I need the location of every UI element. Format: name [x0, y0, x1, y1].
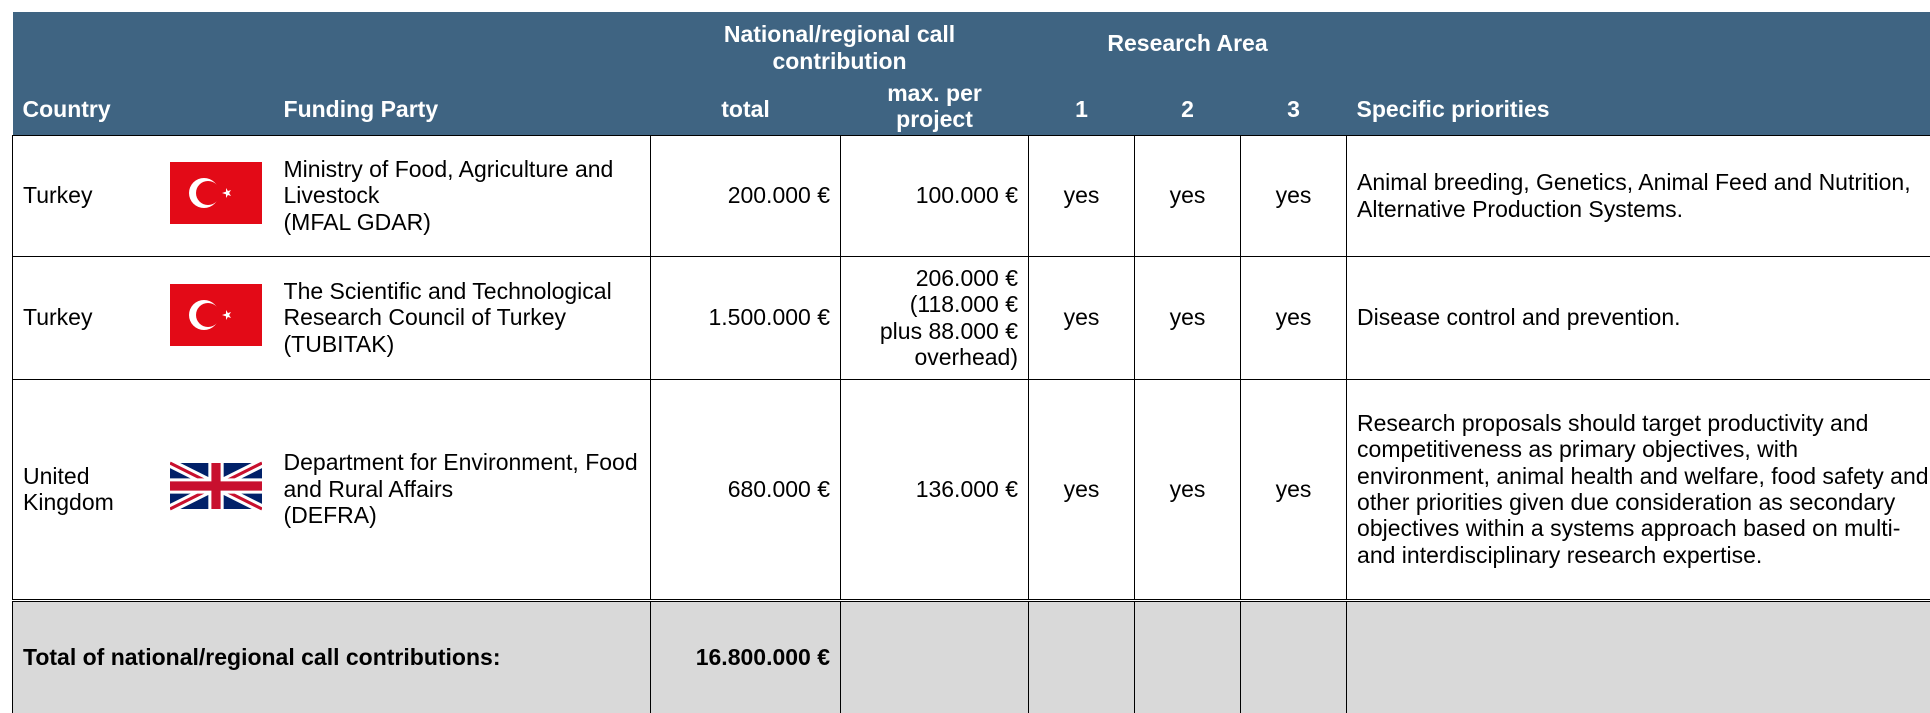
empty-cell	[1240, 598, 1348, 713]
header-area: 1	[1028, 74, 1135, 135]
country: United Kingdom	[12, 378, 159, 601]
flag-cell	[158, 134, 274, 257]
table-wrap: Country Funding Party National/regional …	[12, 12, 1930, 713]
funding-party-line: (MFAL GDAR)	[283, 208, 431, 235]
max-line: plus 88.000 €	[879, 317, 1019, 344]
research-area: yes	[1028, 378, 1136, 601]
country: Turkey	[12, 134, 159, 257]
research-area: yes	[1028, 255, 1136, 380]
header-area: 2	[1134, 74, 1241, 135]
total-value: 16.800.000 €	[650, 598, 842, 713]
total: 1.500.000 €	[650, 255, 842, 380]
total-row: Total of national/regional call contribu…	[12, 598, 1930, 713]
funding-party-line: (TUBITAK)	[283, 330, 395, 357]
max-line: 136.000 €	[915, 475, 1019, 502]
header-country: Country	[12, 12, 274, 135]
max-line: overhead)	[914, 343, 1019, 370]
max-per-project: 136.000 €	[840, 378, 1030, 601]
table-row: Turkey Ministry of Food, Agriculture and …	[12, 134, 1930, 257]
funding-party: The Scientific and Technological Researc…	[273, 255, 652, 380]
header-priorities: Specific priorities	[1346, 12, 1930, 135]
funding-party-line: The Scientific and Technological Researc…	[283, 277, 612, 331]
research-area: yes	[1134, 134, 1242, 257]
country: Turkey	[12, 255, 159, 380]
header-research-area: Research Area	[1028, 12, 1347, 74]
research-area: yes	[1134, 378, 1242, 601]
max-line: (118.000 €	[909, 291, 1019, 318]
priorities: Animal breeding, Genetics, Animal Feed a…	[1346, 134, 1930, 257]
funding-table: Country Funding Party National/regional …	[12, 12, 1930, 713]
max-per-project: 100.000 €	[840, 134, 1030, 257]
flag-turkey	[170, 161, 262, 224]
total-label: Total of national/regional call contribu…	[12, 598, 652, 713]
max-per-project: 206.000 € (118.000 € plus 88.000 € overhead…	[840, 255, 1030, 380]
header-total: total	[650, 74, 841, 135]
flag-uk	[167, 459, 265, 514]
empty-cell	[840, 598, 1030, 713]
table-row: Turkey The Scientific and Technological R…	[12, 255, 1930, 380]
research-area: yes	[1240, 134, 1348, 257]
empty-cell	[1346, 598, 1930, 713]
table-row: United Kingdom Department for Environment…	[12, 378, 1930, 601]
funding-party: Ministry of Food, Agriculture and Livest…	[273, 134, 652, 257]
priorities: Research proposals should target product…	[1346, 378, 1930, 601]
funding-party-line: (DEFRA)	[283, 502, 377, 529]
table-body: Turkey Ministry of Food, Agriculture and …	[12, 134, 1930, 713]
research-area: yes	[1240, 255, 1348, 380]
priorities: Disease control and prevention.	[1346, 255, 1930, 380]
header-area: 3	[1240, 74, 1347, 135]
max-line: 100.000 €	[915, 182, 1019, 209]
research-area: yes	[1240, 378, 1348, 601]
header-max: max. per project	[840, 74, 1029, 135]
flag-cell	[158, 255, 274, 380]
flag-cell	[158, 378, 274, 601]
header-funding-party: Funding Party	[273, 12, 651, 135]
funding-party-line: Ministry of Food, Agriculture and Livest…	[283, 155, 614, 209]
total: 200.000 €	[650, 134, 842, 257]
header-contribution: National/regional call contribution	[650, 12, 1029, 74]
funding-party: Department for Environment, Food and Rur…	[273, 378, 652, 601]
research-area: yes	[1134, 255, 1242, 380]
max-line: 206.000 €	[915, 264, 1019, 291]
empty-cell	[1134, 598, 1242, 713]
empty-cell	[1028, 598, 1136, 713]
research-area: yes	[1028, 134, 1136, 257]
total: 680.000 €	[650, 378, 842, 601]
funding-party-line: Department for Environment, Food and Rur…	[283, 449, 638, 502]
flag-turkey	[170, 283, 262, 346]
